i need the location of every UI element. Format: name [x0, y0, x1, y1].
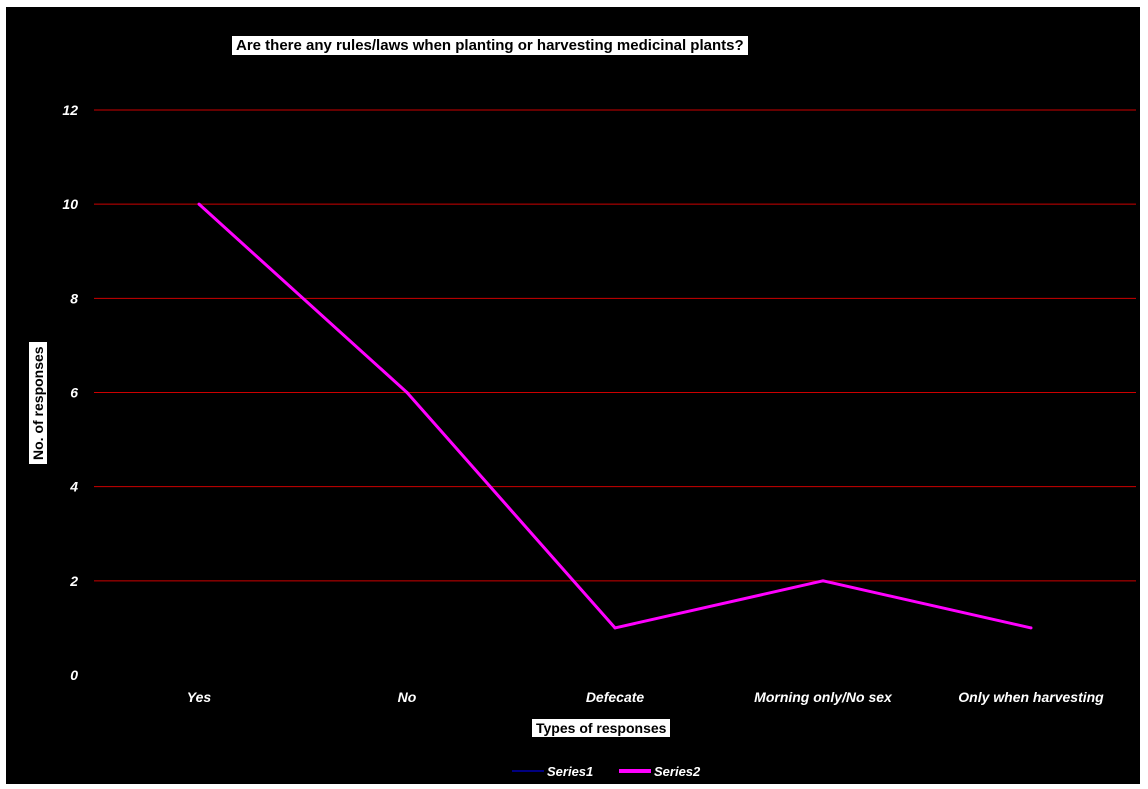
data-point [821, 579, 825, 583]
x-tick-label: Defecate [586, 689, 645, 705]
x-axis-label: Types of responses [532, 719, 671, 737]
y-tick-label: 12 [62, 102, 78, 118]
y-tick-label: 10 [62, 196, 78, 212]
data-point [613, 626, 617, 630]
y-tick-label: 6 [70, 385, 78, 401]
legend-label: Series2 [654, 764, 701, 779]
y-tick-label: 0 [70, 667, 78, 683]
x-tick-label: Morning only/No sex [754, 689, 893, 705]
legend: Series1 Series2 [512, 764, 701, 779]
series-lines [197, 202, 1033, 630]
series-line-series2 [197, 203, 1032, 630]
y-tick-label: 2 [69, 573, 78, 589]
x-tick-label: Only when harvesting [958, 689, 1104, 705]
x-tick-label: No [398, 689, 417, 705]
gridlines [94, 109, 1136, 582]
data-point [405, 391, 409, 394]
y-tick-labels: 0 2 4 6 8 10 12 [62, 102, 78, 683]
data-point [197, 202, 201, 206]
chart-title: Are there any rules/laws when planting o… [232, 36, 748, 55]
y-tick-label: 8 [70, 290, 78, 306]
x-tick-label: Yes [187, 689, 212, 705]
y-axis-label: No. of responses [29, 342, 47, 464]
chart-svg: 0 2 4 6 8 10 12 Yes No Defecate Morning only/No s… [62, 102, 1136, 779]
y-tick-label: 4 [69, 479, 78, 495]
data-point [1029, 626, 1033, 630]
chart-frame: 0 2 4 6 8 10 12 Yes No Defecate Morning only/No s… [5, 6, 1141, 785]
x-tick-labels: Yes No Defecate Morning only/No sex Only whe… [187, 689, 1104, 705]
legend-label: Series1 [547, 764, 593, 779]
